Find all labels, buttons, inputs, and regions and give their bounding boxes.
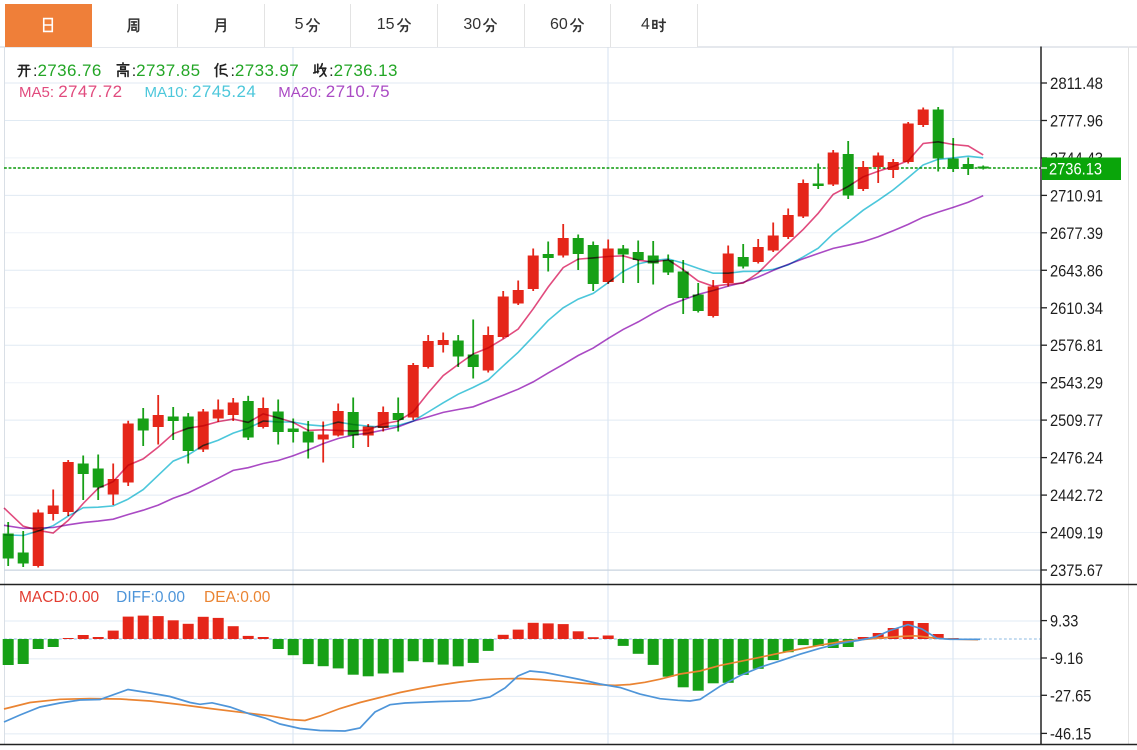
svg-text:2811.48: 2811.48 <box>1050 74 1103 93</box>
svg-text:2442.72: 2442.72 <box>1050 486 1103 505</box>
svg-text:2509.77: 2509.77 <box>1050 411 1103 430</box>
svg-text:2543.29: 2543.29 <box>1050 374 1103 393</box>
svg-text:2710.91: 2710.91 <box>1050 186 1103 205</box>
svg-text:2736.13: 2736.13 <box>1049 160 1102 179</box>
svg-text:2677.39: 2677.39 <box>1050 224 1103 243</box>
svg-text:2643.86: 2643.86 <box>1050 261 1103 280</box>
svg-text:-9.16: -9.16 <box>1050 649 1083 668</box>
svg-text:2476.24: 2476.24 <box>1050 449 1103 468</box>
svg-text:2409.19: 2409.19 <box>1050 524 1103 543</box>
svg-text:2610.34: 2610.34 <box>1050 299 1103 318</box>
svg-text:2576.81: 2576.81 <box>1050 336 1103 355</box>
svg-text:9.33: 9.33 <box>1050 612 1078 631</box>
svg-text:-46.15: -46.15 <box>1050 724 1091 743</box>
svg-text:2375.67: 2375.67 <box>1050 561 1103 580</box>
svg-text:2777.96: 2777.96 <box>1050 112 1103 131</box>
svg-text:-27.65: -27.65 <box>1050 686 1091 705</box>
